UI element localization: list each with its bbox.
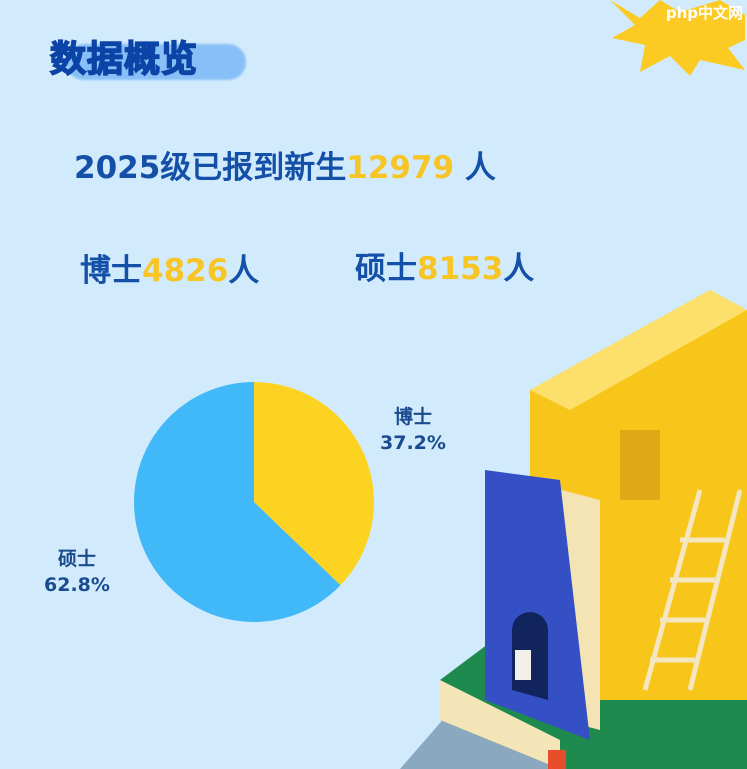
pie-slice-master — [134, 382, 341, 622]
pie-label-percent: 37.2% — [380, 432, 446, 454]
section-title: 数据概览 — [49, 30, 246, 82]
doctoral-enrollment: 博士4826人 — [80, 245, 259, 290]
sun-icon — [610, 0, 745, 76]
page-title: 数据概览 — [49, 38, 199, 81]
total-enrollment: 2025级已报到新生12979 人 — [74, 142, 496, 187]
pie-slice-doctoral — [254, 382, 375, 586]
doctoral-label: 博士 — [80, 253, 142, 289]
master-unit: 人 — [503, 251, 535, 287]
books-illustration — [400, 290, 747, 769]
master-count: 8153 — [417, 251, 504, 287]
total-count: 12979 — [346, 150, 455, 186]
pie-chart — [134, 382, 375, 622]
total-unit: 人 — [454, 150, 496, 186]
watermark: php中文网 — [665, 4, 743, 22]
master-label: 硕士 — [355, 251, 417, 287]
master-enrollment: 硕士8153人 — [355, 243, 534, 288]
pie-label-percent: 62.8% — [44, 574, 110, 596]
pie-label-doctoral: 博士 37.2% — [380, 404, 446, 456]
doctoral-count: 4826 — [142, 253, 229, 289]
total-prefix: 2025级已报到新生 — [74, 150, 347, 186]
doctoral-unit: 人 — [228, 253, 260, 289]
pie-label-name: 博士 — [393, 406, 432, 428]
pie-label-name: 硕士 — [57, 548, 96, 570]
title-highlight — [66, 44, 246, 80]
pie-label-master: 硕士 62.8% — [44, 546, 110, 598]
